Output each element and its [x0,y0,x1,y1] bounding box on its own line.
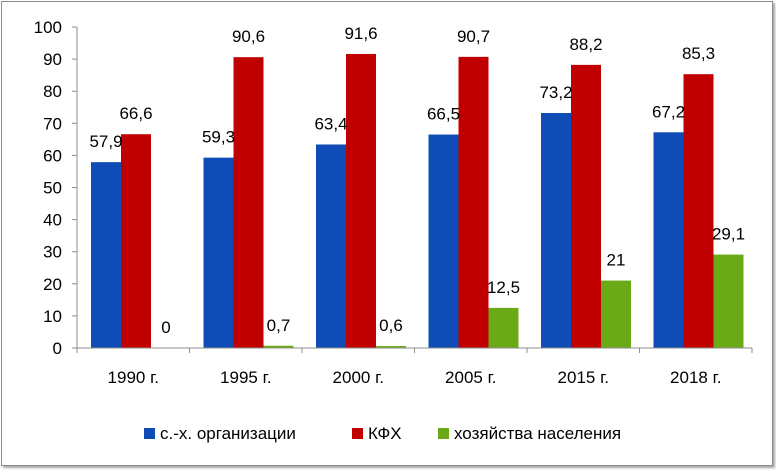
data-label: 90,7 [457,27,490,46]
data-label: 0,7 [267,316,291,335]
x-category-label: 1995 г. [220,368,271,387]
data-label: 21 [607,251,626,270]
x-category-label: 2015 г. [558,368,609,387]
bar-series-1 [203,157,234,348]
data-label: 57,9 [89,132,122,151]
y-tick-label: 0 [53,339,62,358]
x-category-label: 2005 г. [445,368,496,387]
bar-series-1 [653,132,684,348]
bar-series-2 [233,57,264,348]
bar-series-3 [713,254,744,348]
bar-series-2 [346,53,376,349]
data-label: 85,3 [682,44,715,63]
data-label: 88,2 [569,35,602,54]
legend-label-2: КФХ [368,424,402,443]
data-label: 91,6 [344,24,377,43]
y-tick-label: 50 [43,179,62,198]
data-label: 73,2 [539,83,572,102]
data-label: 90,6 [232,27,265,46]
bar-series-1 [541,113,571,348]
data-label: 29,1 [712,225,745,244]
legend-label-3: хозяйства населения [454,424,621,443]
y-tick-label: 30 [43,243,62,262]
x-category-label: 1990 г. [108,368,159,387]
bar-series-2 [571,64,601,349]
legend-label-1: с.-х. организации [160,424,296,443]
data-label: 59,3 [202,128,235,147]
y-tick-label: 80 [43,82,62,101]
y-tick-label: 100 [34,18,62,37]
data-label: 67,2 [652,102,685,121]
y-tick-label: 60 [43,146,62,165]
data-label: 63,4 [314,114,347,133]
data-label: 0,6 [379,316,403,335]
y-tick-label: 10 [43,307,62,326]
y-tick-label: 70 [43,114,62,133]
bar-series-2 [458,56,489,349]
y-tick-label: 40 [43,211,62,230]
y-tick-label: 20 [43,275,62,294]
legend-swatch-1 [144,428,155,439]
bar-series-2 [683,74,714,348]
bar-series-2 [121,134,151,348]
data-label: 66,6 [119,104,152,123]
bar-series-1 [428,134,459,348]
bar-series-1 [91,162,121,348]
x-category-label: 2000 г. [333,368,384,387]
bar-series-1 [316,144,346,348]
data-label: 12,5 [487,278,520,297]
bar-series-3 [376,346,406,348]
legend-swatch-2 [352,428,363,439]
bar-series-3 [601,280,631,348]
bar-series-3 [488,307,519,348]
legend-swatch-3 [438,428,449,439]
bar-series-3 [263,345,294,348]
y-tick-label: 90 [43,50,62,69]
data-label: 66,5 [427,105,460,124]
data-label: 0 [161,318,170,337]
x-category-label: 2018 г. [670,368,721,387]
